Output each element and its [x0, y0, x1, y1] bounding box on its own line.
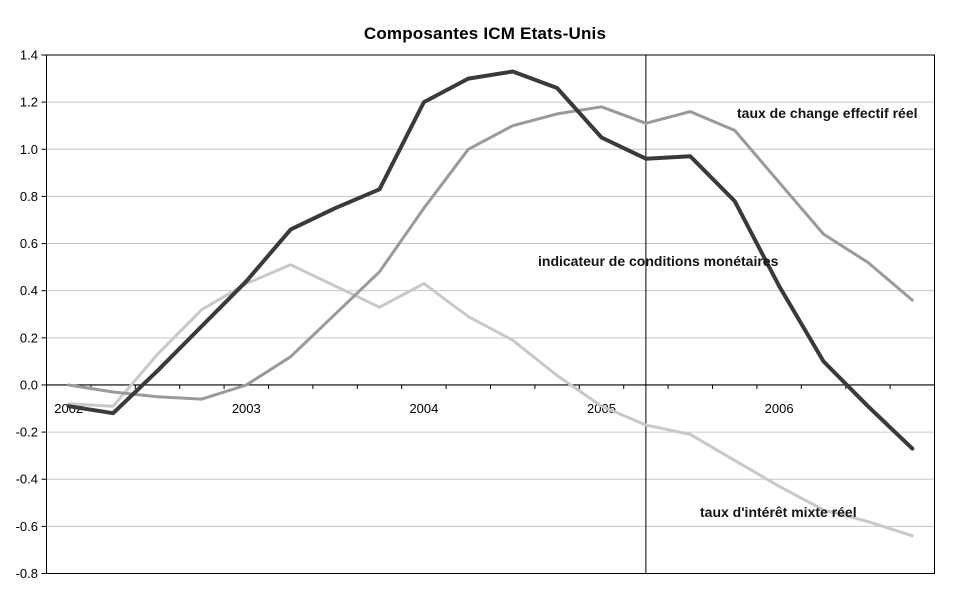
series-line-2	[66, 69, 915, 451]
y-tick-label: 0.4	[20, 283, 38, 298]
y-tick-label: 0.0	[20, 377, 38, 392]
y-tick-label: -0.4	[16, 472, 38, 487]
y-tick-label: 0.6	[20, 236, 38, 251]
series-label-indicateur-de-conditions-monetaires: indicateur de conditions monétaires	[538, 253, 779, 269]
chart-title: Composantes ICM Etats-Unis	[363, 24, 607, 43]
x-tick-label-2003: 2003	[232, 401, 261, 416]
y-tick-label: -0.6	[16, 519, 38, 534]
y-tick-label: -0.8	[16, 566, 38, 581]
y-tick-label: 1.0	[20, 142, 38, 157]
series-line-1	[67, 105, 914, 401]
series-line-0	[67, 263, 914, 538]
y-tick-label: -0.2	[16, 425, 38, 440]
series-label-taux-d-interet-mixte-reel: taux d'intérêt mixte réel	[700, 504, 857, 520]
y-tick-label: 1.2	[20, 95, 38, 110]
series-label-taux-de-change-effectif-reel: taux de change effectif réel	[737, 105, 918, 121]
y-tick-label: 1.4	[20, 48, 38, 63]
y-tick-label: 0.2	[20, 330, 38, 345]
y-tick-label: 0.8	[20, 189, 38, 204]
x-tick-label-2006: 2006	[765, 401, 794, 416]
x-tick-label-2004: 2004	[409, 401, 438, 416]
x-tick-label-2005: 2005	[587, 401, 616, 416]
plot-border	[46, 54, 935, 574]
